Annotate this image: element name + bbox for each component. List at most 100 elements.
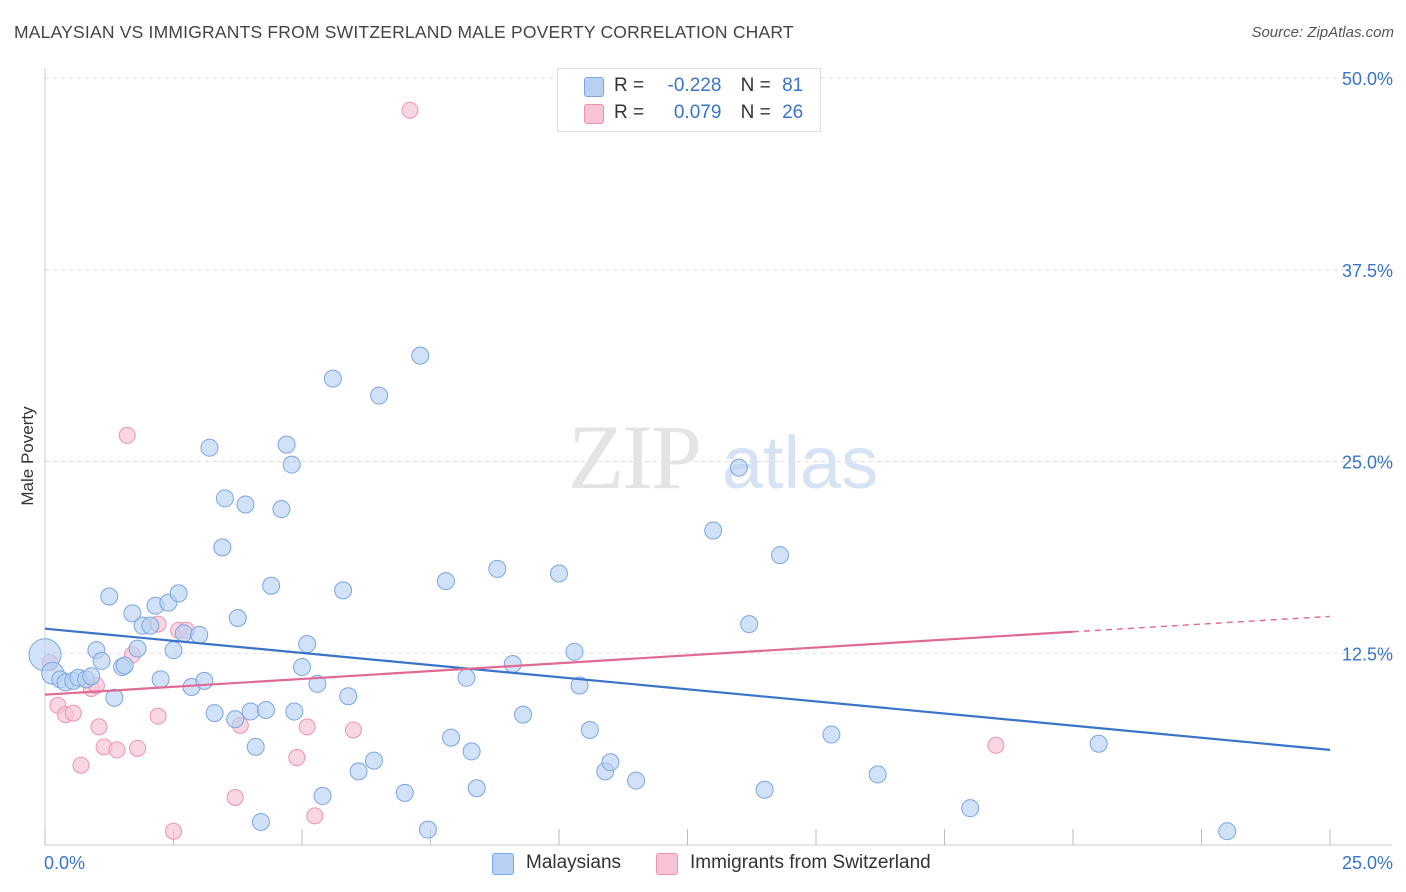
trend-line-malaysians <box>44 627 1331 751</box>
data-point-immigrants <box>344 721 362 739</box>
data-point-immigrants <box>118 426 136 444</box>
data-point-malaysians <box>213 538 232 557</box>
data-point-malaysians <box>246 737 265 756</box>
data-point-malaysians <box>226 710 245 729</box>
data-point-malaysians <box>236 495 255 514</box>
data-point-malaysians <box>729 458 748 477</box>
data-point-immigrants <box>129 739 147 757</box>
data-point-malaysians <box>151 670 170 689</box>
data-point-malaysians <box>82 667 101 686</box>
data-point-malaysians <box>257 701 276 720</box>
data-point-malaysians <box>565 642 584 661</box>
legend-r-value: 0.079 <box>673 102 722 123</box>
data-point-malaysians <box>313 786 332 805</box>
data-point-malaysians <box>349 762 368 781</box>
data-point-malaysians <box>503 654 522 673</box>
y-axis-label: Male Poverty <box>18 406 37 506</box>
data-point-malaysians <box>457 668 476 687</box>
data-point-malaysians <box>241 702 260 721</box>
watermark-atlas: atlas <box>722 421 878 504</box>
data-point-malaysians <box>92 651 111 670</box>
data-point-malaysians <box>205 704 224 723</box>
data-point-malaysians <box>570 676 589 695</box>
trend-line-immigrants-extension <box>1072 615 1331 633</box>
legend-swatch-pink <box>584 104 604 124</box>
data-point-malaysians <box>822 725 841 744</box>
data-point-malaysians <box>755 780 774 799</box>
data-point-malaysians <box>164 641 183 660</box>
data-point-malaysians <box>868 765 887 784</box>
data-point-malaysians <box>1089 734 1108 753</box>
data-point-malaysians <box>627 771 646 790</box>
data-point-immigrants <box>306 807 324 825</box>
x-tick-label: 0.0% <box>44 853 85 873</box>
data-point-malaysians <box>308 674 327 693</box>
data-point-malaysians <box>195 671 214 690</box>
data-point-malaysians <box>488 559 507 578</box>
data-point-malaysians <box>370 386 389 405</box>
data-point-immigrants <box>165 822 182 840</box>
grid-lines <box>45 77 1392 654</box>
series-malaysians <box>28 346 1237 841</box>
data-point-immigrants <box>64 704 82 722</box>
data-point-malaysians <box>580 720 599 739</box>
data-point-malaysians <box>123 604 142 623</box>
trend-line-immigrants <box>44 630 1074 696</box>
chart-title: MALAYSIAN VS IMMIGRANTS FROM SWITZERLAND… <box>14 22 794 42</box>
legend-r-value: -0.228 <box>667 75 722 96</box>
data-point-malaysians <box>105 688 124 707</box>
data-point-malaysians <box>1218 822 1237 841</box>
data-point-malaysians <box>467 779 486 798</box>
data-point-malaysians <box>514 705 533 724</box>
data-point-immigrants <box>288 749 306 767</box>
data-point-malaysians <box>442 728 461 747</box>
data-point-malaysians <box>115 656 134 675</box>
trend-lines <box>44 615 1331 751</box>
legend-n-label: N = <box>740 75 771 96</box>
data-point-malaysians <box>550 564 568 583</box>
data-point-malaysians <box>128 639 147 658</box>
data-point-immigrants <box>149 707 167 725</box>
data-point-malaysians <box>100 587 119 606</box>
data-point-immigrants <box>226 788 244 806</box>
data-point-immigrants <box>108 741 126 759</box>
tick-labels: 12.5% 25.0% 37.5% 50.0% 0.0% 25.0% <box>44 69 1393 873</box>
data-point-malaysians <box>364 751 383 770</box>
y-tick-label: 12.5% <box>1342 644 1393 664</box>
data-point-malaysians <box>285 702 304 721</box>
data-point-malaysians <box>262 576 281 595</box>
data-point-malaysians <box>601 753 620 772</box>
data-point-malaysians <box>462 742 481 761</box>
legend-n-value: 81 <box>782 75 804 96</box>
data-point-malaysians <box>704 521 723 540</box>
legend-n-label: N = <box>740 102 771 123</box>
legend-label-malaysians: Malaysians <box>526 852 622 873</box>
y-tick-label: 50.0% <box>1342 69 1393 89</box>
data-point-malaysians <box>141 616 160 635</box>
data-point-immigrants <box>401 101 419 119</box>
data-point-malaysians <box>411 346 430 365</box>
data-point-malaysians <box>293 658 311 677</box>
legend-swatch-pink <box>656 853 678 875</box>
data-point-malaysians <box>174 624 193 643</box>
source-label: Source: ZipAtlas.com <box>1251 24 1394 41</box>
data-point-malaysians <box>436 572 455 591</box>
data-point-malaysians <box>339 687 358 706</box>
legend-r-label: R = <box>614 75 645 96</box>
legend-label-immigrants: Immigrants from Switzerland <box>690 852 931 873</box>
legend-n-value: 26 <box>782 102 804 123</box>
data-point-malaysians <box>169 584 188 603</box>
data-point-malaysians <box>277 435 296 454</box>
watermark-zip: ZIP <box>568 406 700 508</box>
data-point-malaysians <box>251 812 270 831</box>
data-point-malaysians <box>961 799 980 818</box>
data-point-malaysians <box>200 438 219 457</box>
x-tick-label: 25.0% <box>1342 853 1393 873</box>
data-point-malaysians <box>395 783 414 802</box>
legend-swatch-blue <box>492 853 514 875</box>
legend-swatch-blue <box>584 77 604 97</box>
data-point-malaysians <box>282 455 301 474</box>
data-point-malaysians <box>740 615 759 634</box>
data-point-malaysians <box>418 820 437 839</box>
